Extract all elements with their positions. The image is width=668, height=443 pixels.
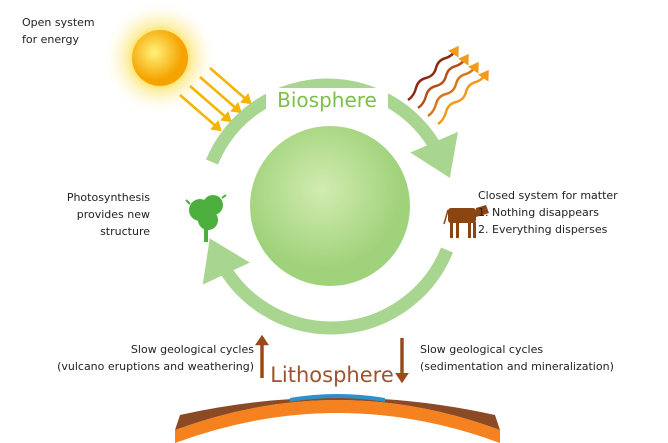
closed-system-label: 1. Nothing disappears [478, 206, 599, 219]
energy-label: for energy [22, 33, 79, 46]
cycle-arrow-top [206, 78, 459, 178]
cycle-arrow-bottom [202, 238, 454, 335]
sun [132, 30, 188, 86]
photosynthesis-label: structure [100, 225, 150, 238]
biosphere-ball [250, 126, 410, 286]
mantle [175, 400, 500, 443]
tree-icon [185, 194, 227, 242]
cow-icon [443, 205, 489, 238]
geo-left-label: Slow geological cycles [131, 343, 254, 356]
closed-system-label: 2. Everything disperses [478, 223, 608, 236]
biosphere-label: Biosphere [277, 88, 377, 112]
photosynthesis-label: provides new [77, 208, 150, 221]
geo-left-label: (vulcano eruptions and weathering) [57, 360, 254, 373]
energy-arrows [179, 67, 252, 132]
ocean [290, 394, 385, 402]
label-bg [266, 88, 388, 114]
crust [175, 397, 500, 430]
closed-system-label: Closed system for matter [478, 189, 618, 202]
geo-right-label: Slow geological cycles [420, 343, 543, 356]
photosynthesis-label: Photosynthesis [67, 191, 150, 204]
heat-arrows [407, 45, 489, 126]
geo-right-label: (sedimentation and mineralization) [420, 360, 614, 373]
energy-label: Open system [22, 16, 95, 29]
lithosphere-label: Lithosphere [270, 363, 394, 387]
